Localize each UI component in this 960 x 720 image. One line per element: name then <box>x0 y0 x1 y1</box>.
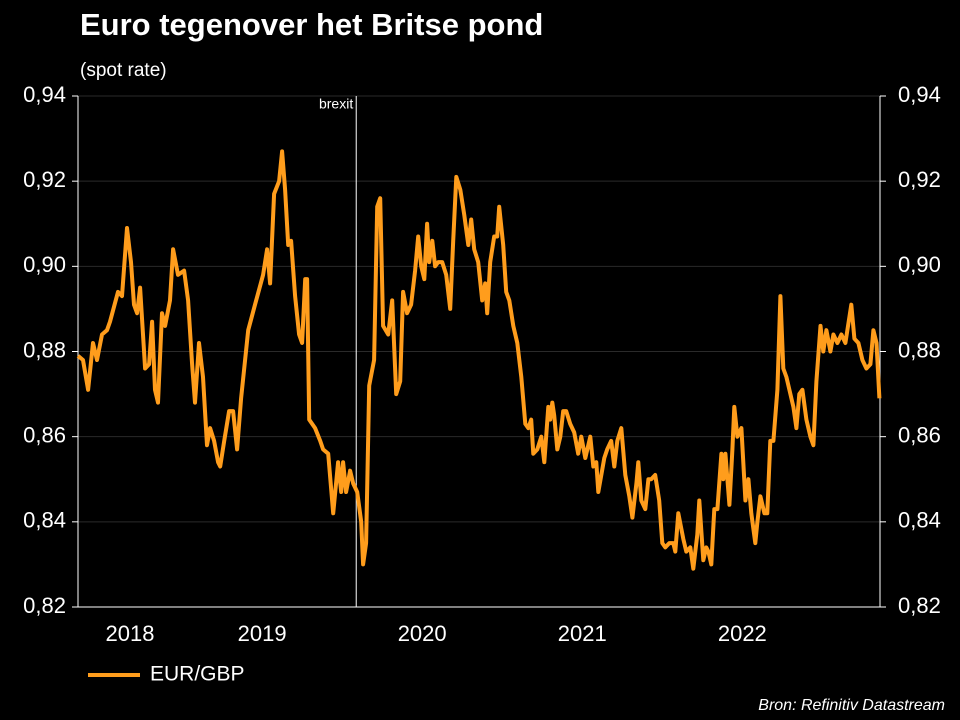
y2-tick-label: 0,92 <box>898 167 941 192</box>
source: Bron: Refinitiv Datastream <box>758 697 945 714</box>
line-series <box>76 149 882 571</box>
y2-tick-label: 0,86 <box>898 422 941 447</box>
x-tick-label: 2018 <box>106 621 155 646</box>
y-tick-label: 0,92 <box>23 167 66 192</box>
y2-tick-label: 0,88 <box>898 337 941 362</box>
y-tick-label: 0,90 <box>23 252 66 277</box>
x-tick-label: 2022 <box>718 621 767 646</box>
y2-tick-label: 0,90 <box>898 252 941 277</box>
y2-tick-label: 0,94 <box>898 82 941 107</box>
x-tick-label: 2020 <box>398 621 447 646</box>
y-tick-label: 0,88 <box>23 337 66 362</box>
y2-tick-label: 0,82 <box>898 593 941 618</box>
y-tick-label: 0,94 <box>23 82 66 107</box>
legend-label: EUR/GBP <box>150 663 245 686</box>
x-tick-label: 2021 <box>558 621 607 646</box>
chart-subtitle: (spot rate) <box>80 60 167 81</box>
y-tick-label: 0,86 <box>23 422 66 447</box>
annotation-label: brexit <box>319 96 353 112</box>
y2-tick-label: 0,84 <box>898 508 941 533</box>
y-tick-label: 0,84 <box>23 508 66 533</box>
chart-title: Euro tegenover het Britse pond <box>80 7 543 42</box>
y-tick-label: 0,82 <box>23 593 66 618</box>
x-tick-label: 2019 <box>238 621 287 646</box>
